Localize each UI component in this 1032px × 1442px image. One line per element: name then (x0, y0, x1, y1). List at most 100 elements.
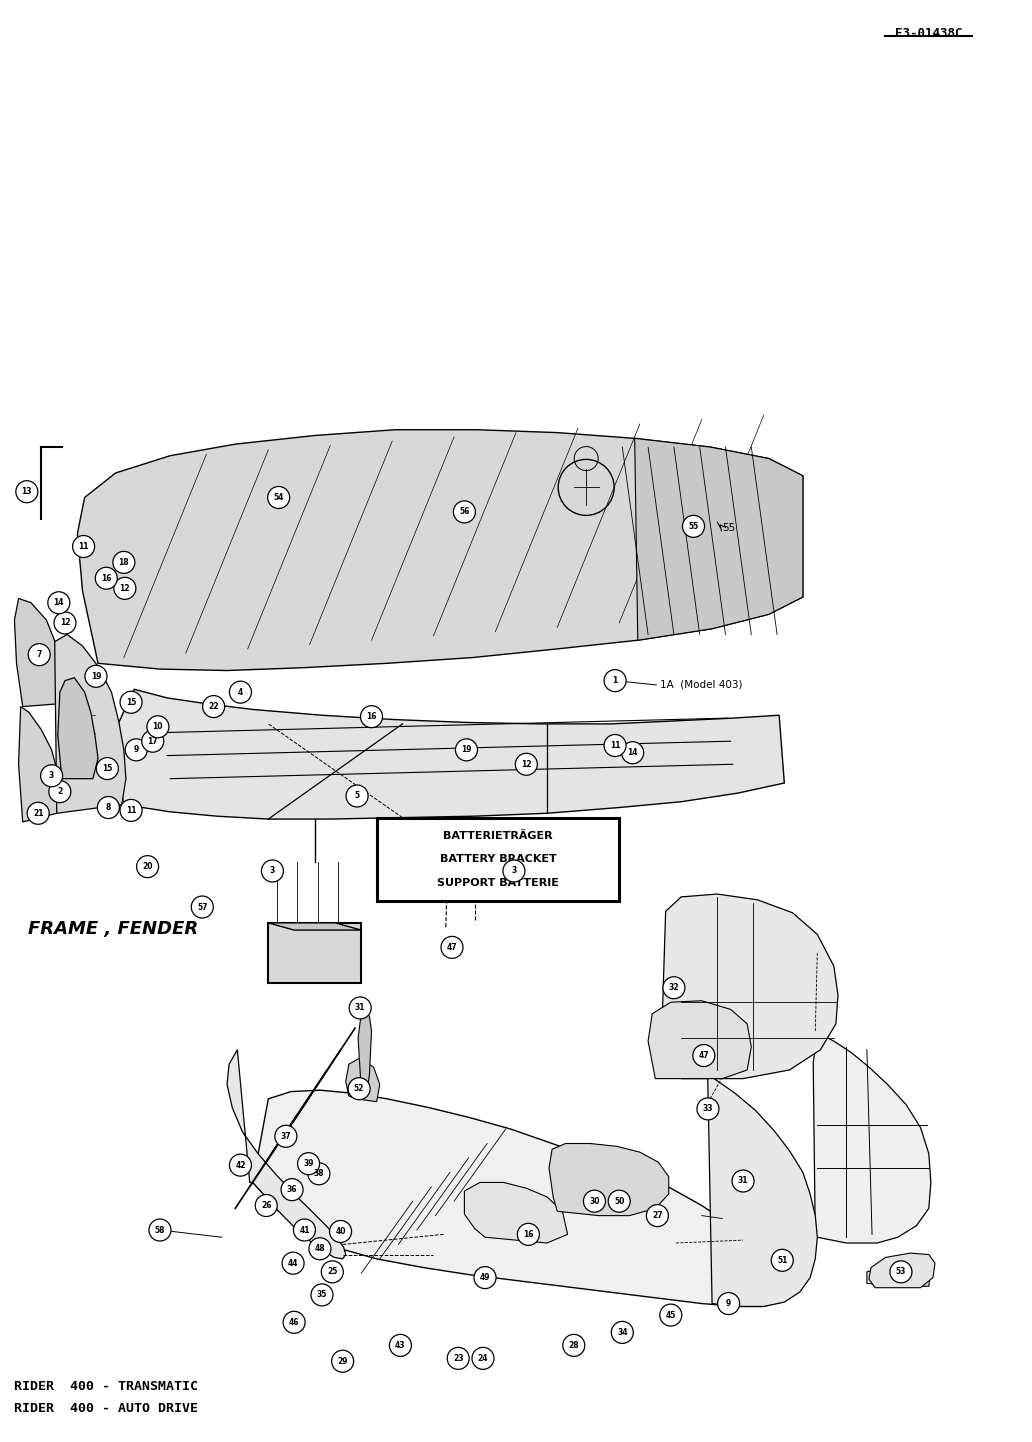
Circle shape (447, 1347, 470, 1370)
Circle shape (360, 705, 383, 728)
Text: 47: 47 (699, 1051, 709, 1060)
Text: 13: 13 (22, 487, 32, 496)
Circle shape (604, 669, 626, 692)
Polygon shape (813, 1032, 931, 1243)
Text: 16: 16 (366, 712, 377, 721)
Circle shape (15, 480, 38, 503)
Circle shape (732, 1169, 754, 1193)
Text: 45: 45 (666, 1311, 676, 1319)
Text: 15: 15 (102, 764, 112, 773)
Text: 35: 35 (317, 1291, 327, 1299)
Circle shape (136, 855, 159, 878)
Circle shape (141, 730, 164, 753)
Circle shape (275, 1125, 297, 1148)
Text: 44: 44 (288, 1259, 298, 1268)
Text: 53: 53 (896, 1268, 906, 1276)
Circle shape (517, 1223, 540, 1246)
Circle shape (293, 1218, 316, 1242)
Circle shape (72, 535, 95, 558)
Text: 22: 22 (208, 702, 219, 711)
Circle shape (562, 1334, 585, 1357)
Text: 34: 34 (617, 1328, 627, 1337)
Polygon shape (346, 1058, 380, 1102)
Circle shape (95, 567, 118, 590)
Circle shape (348, 1077, 370, 1100)
Text: 31: 31 (355, 1004, 365, 1012)
Polygon shape (268, 923, 361, 930)
Text: 19: 19 (461, 746, 472, 754)
Circle shape (283, 1311, 305, 1334)
Circle shape (611, 1321, 634, 1344)
Circle shape (202, 695, 225, 718)
Circle shape (255, 1194, 278, 1217)
Circle shape (621, 741, 644, 764)
Text: 11: 11 (126, 806, 136, 815)
Circle shape (659, 1304, 682, 1327)
Text: 17: 17 (148, 737, 158, 746)
Circle shape (85, 665, 107, 688)
Circle shape (349, 996, 372, 1019)
Text: 49: 49 (480, 1273, 490, 1282)
Text: 20: 20 (142, 862, 153, 871)
Polygon shape (635, 438, 803, 640)
Text: 33: 33 (703, 1105, 713, 1113)
Circle shape (47, 591, 70, 614)
Circle shape (40, 764, 63, 787)
Text: 50: 50 (614, 1197, 624, 1206)
Polygon shape (869, 1253, 935, 1288)
Circle shape (389, 1334, 412, 1357)
Text: 25: 25 (327, 1268, 337, 1276)
Circle shape (453, 500, 476, 523)
Circle shape (682, 515, 705, 538)
Circle shape (329, 1220, 352, 1243)
Circle shape (229, 681, 252, 704)
Text: 12: 12 (521, 760, 531, 769)
Text: 2: 2 (57, 787, 63, 796)
Text: 19: 19 (91, 672, 101, 681)
Text: 48: 48 (315, 1244, 325, 1253)
Polygon shape (669, 1028, 817, 1306)
Text: 14: 14 (54, 598, 64, 607)
Text: 11: 11 (610, 741, 620, 750)
Circle shape (125, 738, 148, 761)
Circle shape (191, 895, 214, 919)
Text: 56: 56 (459, 508, 470, 516)
Text: 5: 5 (355, 792, 359, 800)
Text: 4: 4 (237, 688, 244, 696)
Text: 27: 27 (652, 1211, 663, 1220)
Circle shape (49, 780, 71, 803)
Circle shape (308, 1162, 330, 1185)
Text: 9: 9 (133, 746, 139, 754)
Circle shape (27, 802, 50, 825)
Circle shape (717, 1292, 740, 1315)
Circle shape (282, 1252, 304, 1275)
Circle shape (346, 784, 368, 808)
Text: 3: 3 (511, 867, 517, 875)
Text: 32: 32 (669, 983, 679, 992)
Circle shape (112, 551, 135, 574)
Text: 15: 15 (126, 698, 136, 707)
Circle shape (583, 1190, 606, 1213)
Circle shape (267, 486, 290, 509)
Text: 39: 39 (303, 1159, 314, 1168)
Circle shape (147, 715, 169, 738)
Circle shape (663, 976, 685, 999)
Circle shape (149, 1218, 171, 1242)
Circle shape (472, 1347, 494, 1370)
Text: 54: 54 (273, 493, 284, 502)
Text: 36: 36 (287, 1185, 297, 1194)
Polygon shape (14, 598, 62, 707)
Text: 57: 57 (197, 903, 207, 911)
Polygon shape (648, 1001, 751, 1079)
Text: 46: 46 (289, 1318, 299, 1327)
Circle shape (281, 1178, 303, 1201)
Polygon shape (464, 1182, 568, 1243)
Text: BATTERIETRÄGER: BATTERIETRÄGER (443, 831, 553, 841)
Circle shape (515, 753, 538, 776)
Text: 55: 55 (722, 523, 736, 532)
Circle shape (114, 577, 136, 600)
Text: 14: 14 (627, 748, 638, 757)
Text: 11: 11 (78, 542, 89, 551)
Text: 16: 16 (101, 574, 111, 583)
Text: 21: 21 (33, 809, 43, 818)
